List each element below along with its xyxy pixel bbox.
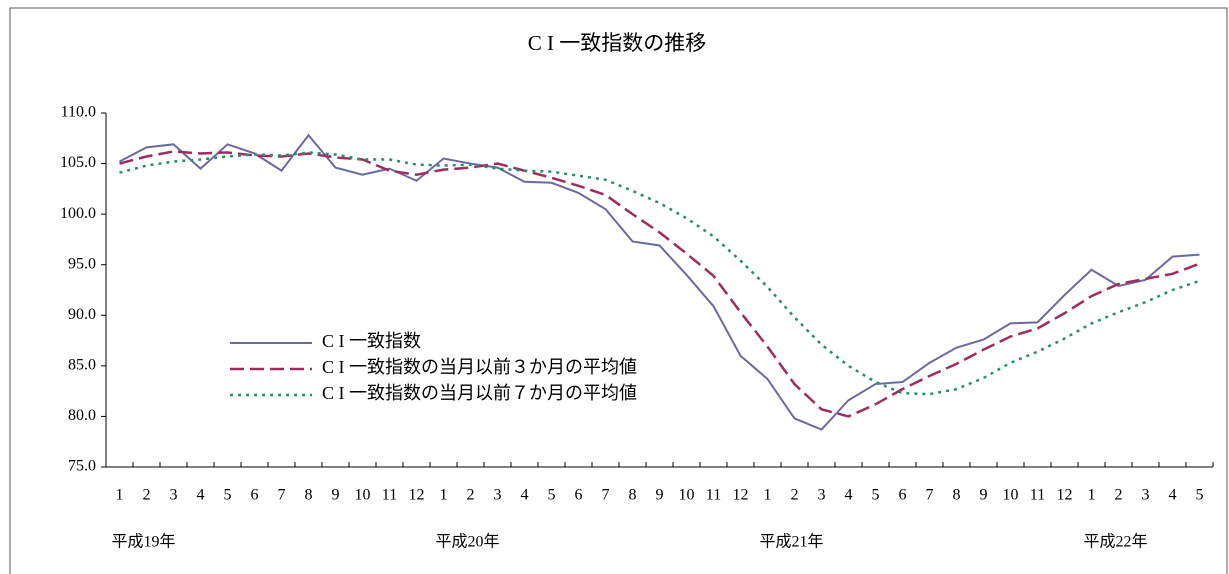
x-tick-label: 1: [764, 487, 772, 504]
x-tick-label: 9: [980, 487, 988, 504]
x-tick-label: 3: [818, 487, 826, 504]
x-tick-label: 6: [251, 487, 259, 504]
x-tick-label: 11: [706, 487, 721, 504]
x-tick-label: 7: [602, 487, 610, 504]
x-tick-label: 5: [224, 487, 232, 504]
y-tick-label: 90.0: [68, 306, 96, 323]
y-tick-label: 110.0: [61, 104, 96, 121]
year-label: 平成21年: [760, 533, 824, 551]
x-tick-label: 8: [629, 487, 637, 504]
x-tick-label: 7: [926, 487, 934, 504]
y-tick-label: 105.0: [60, 154, 96, 171]
year-label: 平成22年: [1084, 533, 1148, 551]
series-line: [119, 151, 1200, 396]
x-tick-label: 1: [116, 487, 124, 504]
x-tick-label: 4: [521, 487, 529, 504]
legend-label: C I 一致指数の当月以前３か月の平均値: [322, 357, 637, 377]
x-tick-label: 7: [278, 487, 286, 504]
x-tick-label: 5: [548, 487, 556, 504]
x-tick-label: 10: [1003, 487, 1019, 504]
x-tick-label: 2: [1115, 487, 1123, 504]
x-tick-label: 8: [305, 487, 313, 504]
x-tick-label: 10: [355, 487, 371, 504]
x-tick-label: 5: [872, 487, 880, 504]
x-tick-label: 6: [899, 487, 907, 504]
y-tick-label: 100.0: [60, 205, 96, 222]
y-tick-label: 80.0: [68, 407, 96, 424]
x-tick-label: 10: [679, 487, 695, 504]
series-line: [119, 133, 1200, 431]
legend-label: C I 一致指数: [322, 331, 421, 351]
chart-frame: [9, 7, 1228, 574]
x-tick-label: 12: [409, 487, 425, 504]
x-tick-label: 12: [1057, 487, 1073, 504]
x-tick-label: 3: [1142, 487, 1150, 504]
x-tick-label: 3: [170, 487, 178, 504]
x-tick-label: 9: [656, 487, 664, 504]
x-tick-label: 2: [791, 487, 799, 504]
chart-title: C I 一致指数の推移: [528, 31, 707, 55]
x-tick-label: 1: [1088, 487, 1096, 504]
x-tick-label: 1: [440, 487, 448, 504]
x-tick-label: 5: [1196, 487, 1204, 504]
y-tick-label: 95.0: [68, 255, 96, 272]
x-tick-label: 12: [733, 487, 749, 504]
x-tick-label: 3: [494, 487, 502, 504]
y-tick-label: 85.0: [68, 357, 96, 374]
x-tick-label: 4: [197, 487, 205, 504]
x-tick-label: 9: [332, 487, 340, 504]
x-tick-label: 11: [1030, 487, 1045, 504]
x-tick-label: 8: [953, 487, 961, 504]
x-tick-label: 11: [382, 487, 397, 504]
x-tick-label: 4: [1169, 487, 1177, 504]
x-tick-label: 6: [575, 487, 583, 504]
year-label: 平成20年: [436, 533, 500, 551]
y-tick-label: 75.0: [68, 458, 96, 475]
x-tick-label: 2: [467, 487, 475, 504]
series-line: [119, 150, 1200, 418]
x-tick-label: 4: [845, 487, 853, 504]
year-label: 平成19年: [112, 533, 176, 551]
x-tick-label: 2: [143, 487, 151, 504]
legend-label: C I 一致指数の当月以前７か月の平均値: [322, 383, 637, 403]
